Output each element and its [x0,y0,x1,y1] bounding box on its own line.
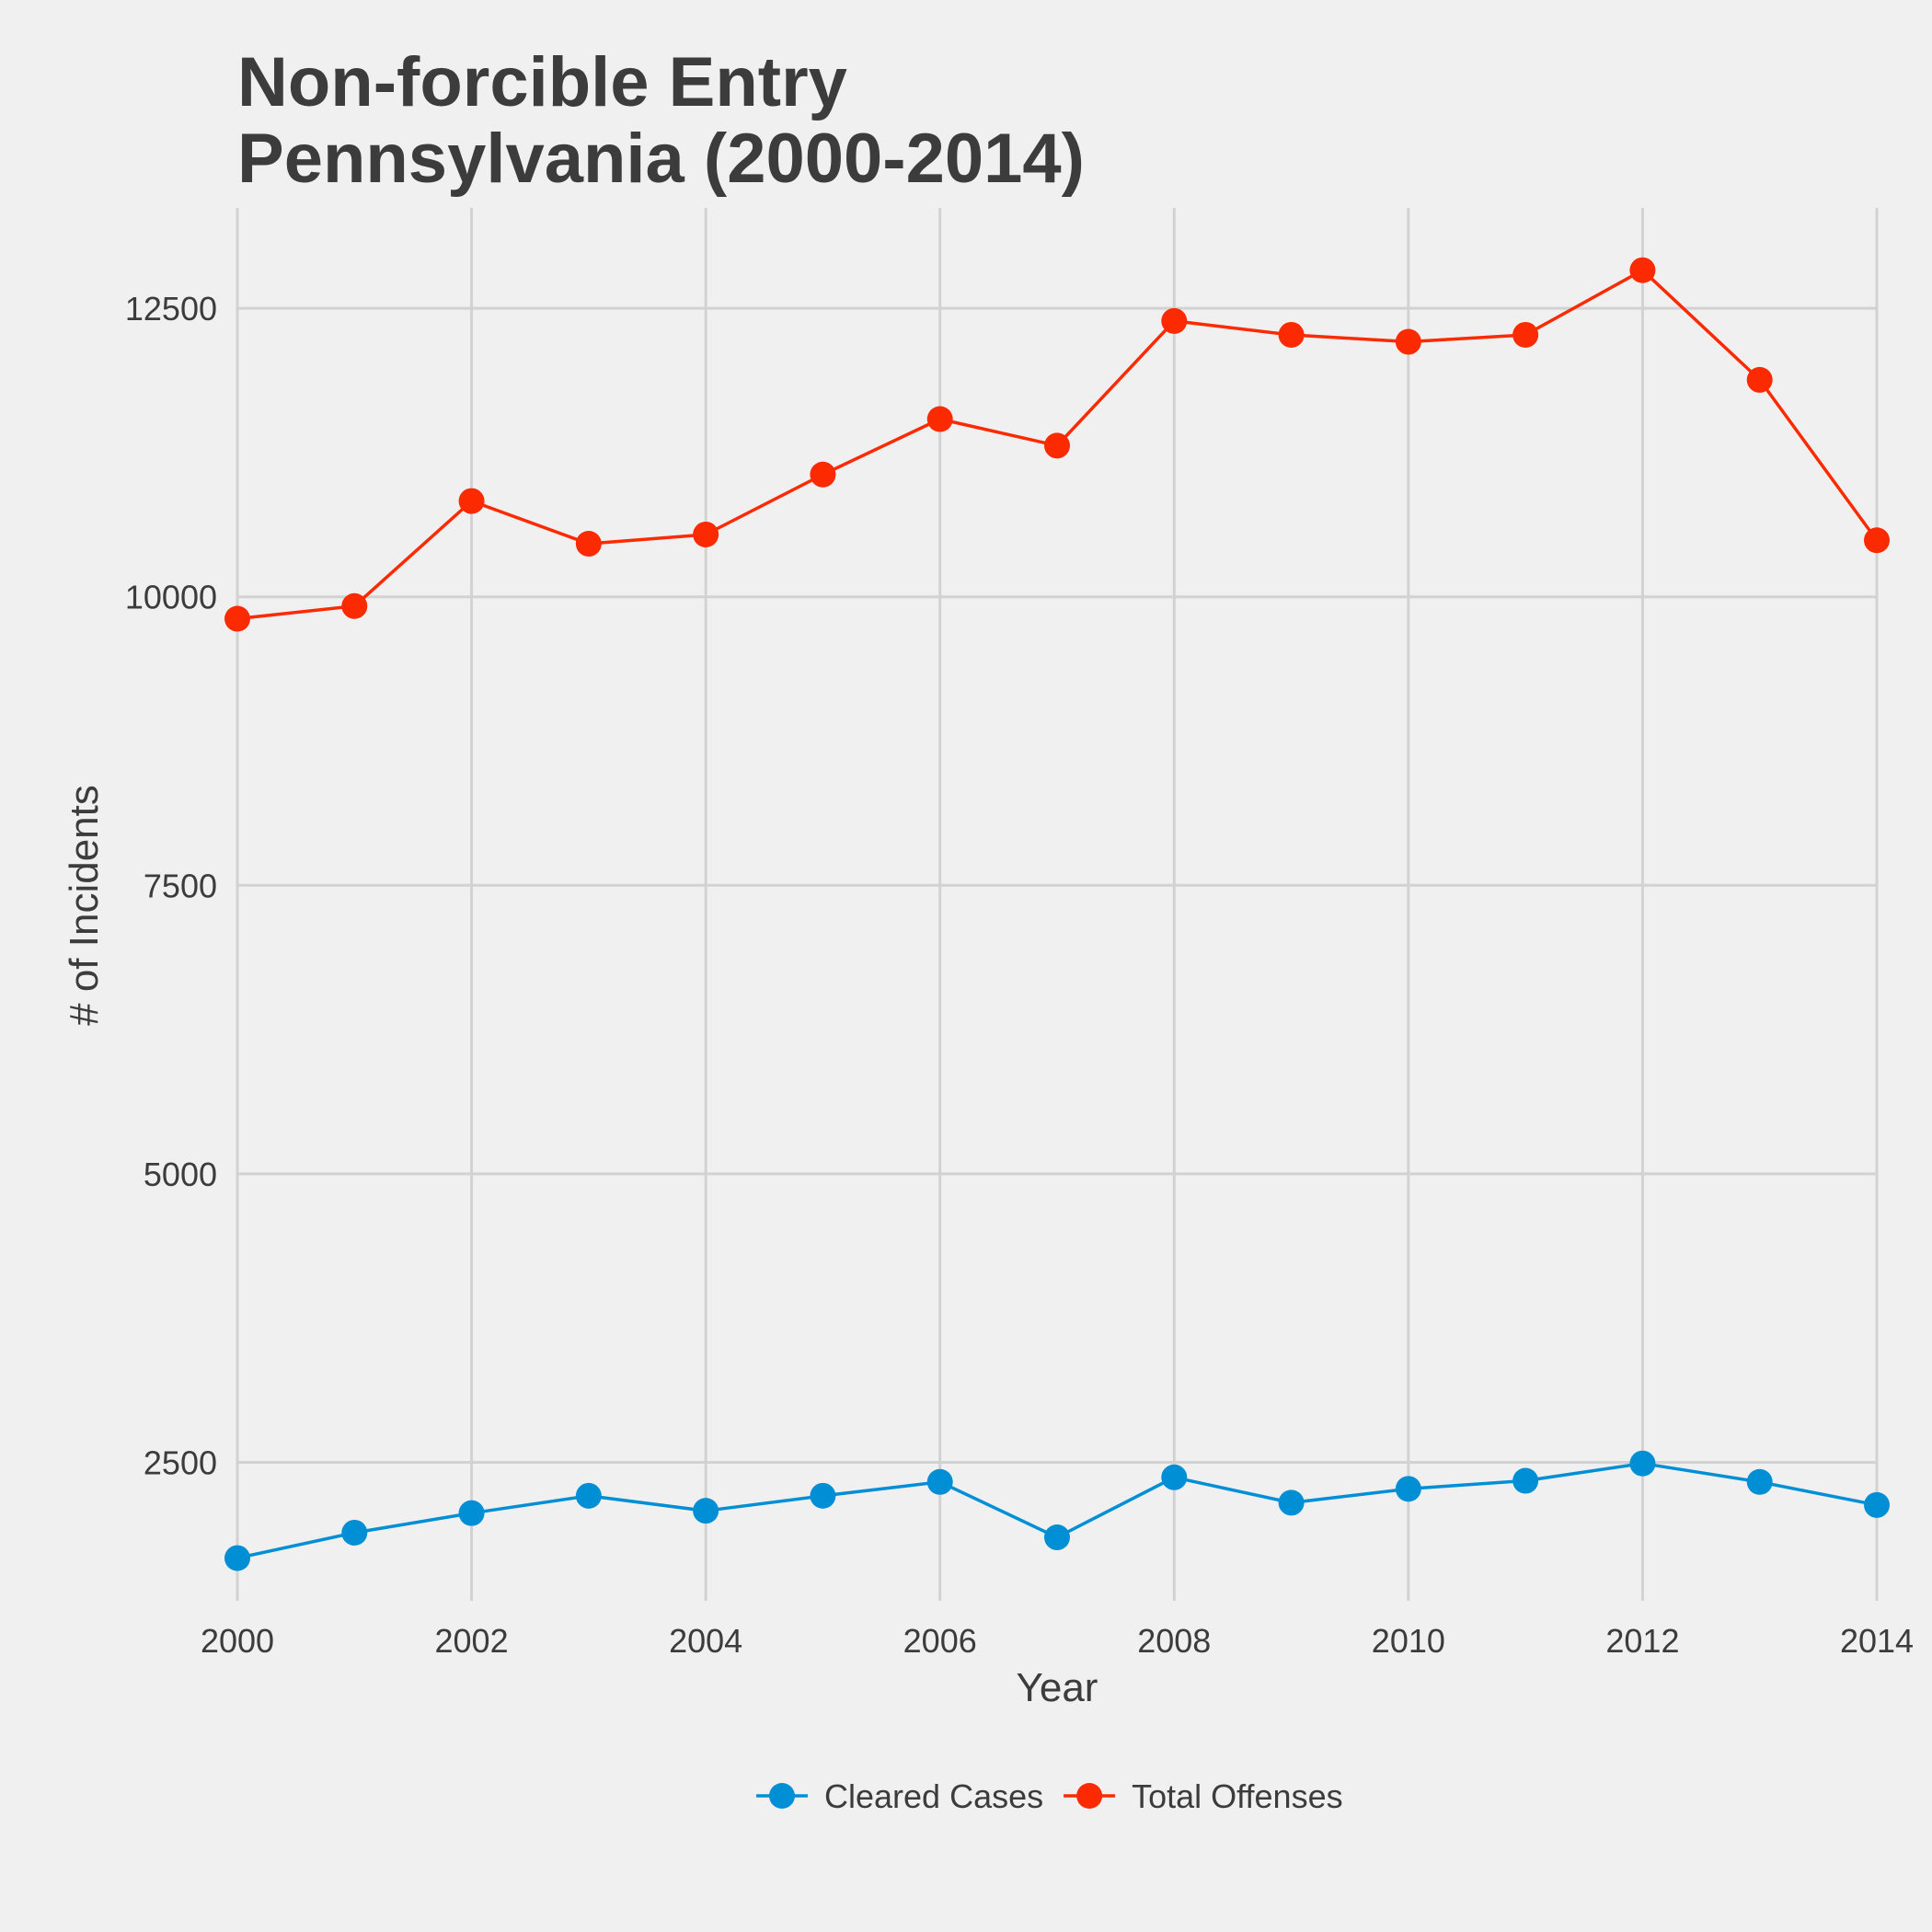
cleared-cases-point [926,1468,953,1495]
total-offenses-point [1864,527,1890,554]
chart-title-line-2: Pennsylvania (2000-2014) [237,120,1085,198]
legend: Cleared Cases Total Offenses [756,1777,1343,1815]
total-offenses-point [693,521,719,547]
total-offenses-point [1746,366,1773,393]
x-tick-label: 2014 [1840,1622,1914,1660]
total-offenses-point [341,592,368,619]
x-tick-label: 2008 [1137,1622,1211,1660]
x-tick-label: 2004 [669,1622,742,1660]
total-offenses-point [1512,321,1539,348]
chart-title-line-1: Non-forcible Entry [237,43,847,121]
y-tick-label: 5000 [144,1156,217,1193]
y-tick-label: 12500 [125,290,217,328]
series-lines [236,268,1879,1560]
cleared-cases-point [1746,1468,1773,1495]
total-offenses-point [1278,321,1305,348]
y-axis-tick-labels: 2500 5000 7500 10000 12500 [125,290,217,1481]
legend-key-marker [1076,1783,1103,1809]
legend-label: Total Offenses [1132,1777,1342,1815]
total-offenses-point [1161,307,1188,334]
total-offenses-point [1629,257,1656,283]
x-tick-label: 2012 [1605,1622,1679,1660]
chart-title: Non-forcible Entry Pennsylvania (2000-20… [237,43,1085,198]
y-gridlines [237,306,1877,1464]
total-offenses-point [575,531,602,558]
cleared-cases-point [1044,1524,1070,1551]
cleared-cases-point [341,1519,368,1546]
y-tick-label: 2500 [144,1443,217,1481]
x-axis-title: Year [1017,1665,1098,1710]
cleared-cases-point [1512,1467,1539,1494]
cleared-cases-point [1395,1476,1421,1502]
cleared-cases-point [458,1500,485,1526]
x-tick-label: 2006 [903,1622,977,1660]
legend-item-total-offenses: Total Offenses [1064,1777,1343,1815]
cleared-cases-point [1629,1450,1656,1477]
y-axis-title: # of Incidents [62,785,107,1026]
x-tick-label: 2010 [1372,1622,1445,1660]
cleared-cases-point [693,1498,719,1524]
cleared-cases-point [224,1545,250,1571]
total-offenses-point [810,461,836,488]
total-offenses-point [224,605,250,632]
total-offenses-point [1395,328,1421,355]
x-tick-label: 2002 [435,1622,509,1660]
legend-item-cleared-cases: Cleared Cases [756,1777,1043,1815]
legend-label: Cleared Cases [824,1777,1043,1815]
cleared-cases-point [1278,1489,1305,1516]
series-points [224,257,1890,1571]
total-offenses-point [926,406,953,432]
y-tick-label: 7500 [144,867,217,904]
total-offenses-point [1044,432,1070,459]
cleared-cases-point [810,1482,836,1509]
total-offenses-point [458,488,485,514]
x-tick-label: 2000 [201,1622,274,1660]
cleared-cases-point [1864,1491,1890,1518]
y-tick-label: 10000 [125,579,217,616]
x-gridlines [236,208,1879,1601]
cleared-cases-point [575,1482,602,1509]
cleared-cases-point [1161,1464,1188,1490]
legend-key-marker [769,1783,795,1809]
x-axis-tick-labels: 2000 2002 2004 2006 2008 2010 2012 2014 [201,1622,1914,1660]
